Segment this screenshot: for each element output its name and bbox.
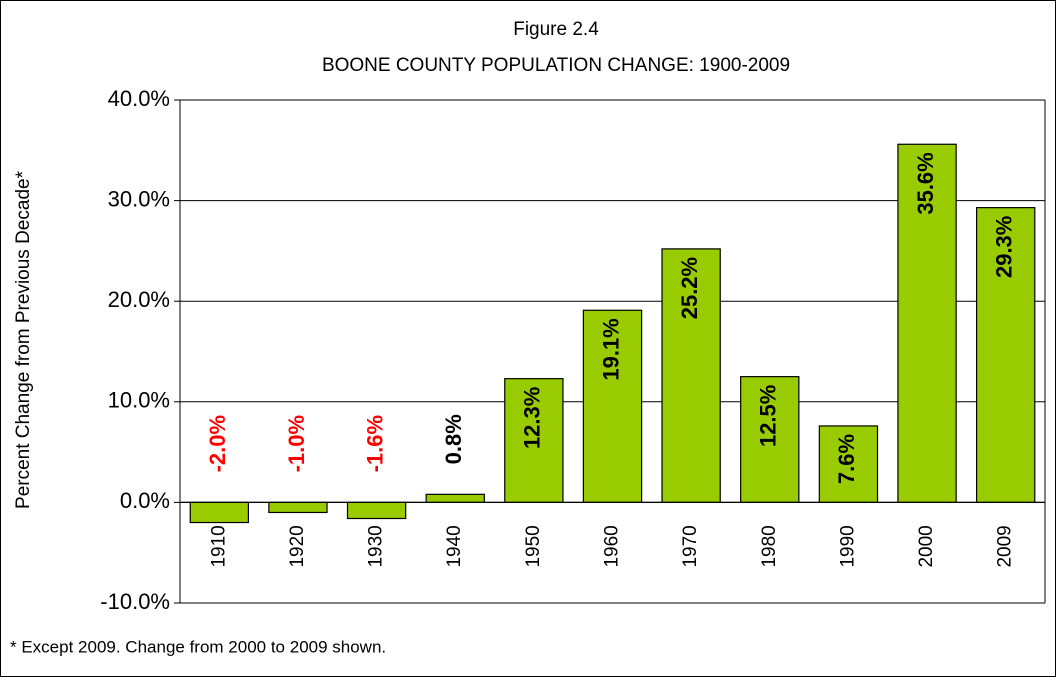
x-tick-label: 1980 (759, 525, 780, 567)
bar (897, 143, 957, 503)
bar (504, 378, 564, 503)
y-tick-label: 10.0% (108, 388, 170, 413)
data-label: 0.8% (441, 414, 466, 464)
x-tick-label: 1950 (523, 525, 544, 567)
bar (582, 309, 643, 503)
x-tick-label: 1930 (366, 525, 387, 567)
y-axis-label: Percent Change from Previous Decade* (13, 170, 34, 509)
data-label: 19.1% (598, 318, 623, 380)
x-tick-label: 1910 (208, 525, 229, 567)
y-tick-label: 20.0% (108, 287, 170, 312)
data-label: 12.5% (756, 385, 781, 447)
bar (189, 501, 250, 524)
x-tick-label: 1990 (837, 525, 858, 567)
data-label: 7.6% (834, 434, 859, 484)
x-tick-label: 1920 (287, 525, 308, 567)
y-tick-label: 40.0% (108, 86, 170, 111)
y-tick-label: 0.0% (120, 488, 170, 513)
bar (268, 501, 328, 514)
y-tick-label: -10.0% (100, 589, 170, 614)
x-tick-label: 1970 (680, 525, 701, 567)
footnote: * Except 2009. Change from 2000 to 2009 … (10, 637, 386, 656)
bar (818, 425, 879, 504)
data-label: 12.3% (520, 387, 545, 449)
chart-title: Figure 2.4 (513, 19, 599, 40)
x-tick-label: 1960 (602, 525, 623, 567)
x-tick-label: 1940 (444, 525, 465, 567)
bar (661, 248, 721, 503)
bar (740, 376, 800, 503)
x-tick-label: 2000 (916, 525, 937, 567)
data-label: -1.0% (284, 415, 309, 472)
data-label: 35.6% (913, 152, 938, 214)
data-label: -2.0% (205, 415, 230, 472)
chart-subtitle: BOONE COUNTY POPULATION CHANGE: 1900-200… (322, 55, 790, 76)
data-label: 25.2% (677, 257, 702, 319)
bar (425, 493, 485, 503)
data-label: 29.3% (991, 216, 1016, 278)
y-tick-label: 30.0% (108, 186, 170, 211)
data-label: -1.6% (362, 415, 387, 472)
x-tick-label: 2009 (995, 525, 1016, 567)
bar (346, 501, 407, 520)
bar (975, 207, 1036, 503)
